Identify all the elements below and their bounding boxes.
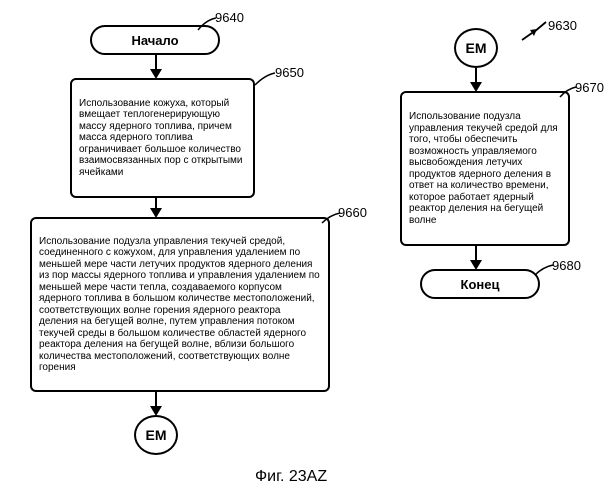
leader-9650: [255, 73, 277, 87]
arrow-box-end: [470, 246, 482, 270]
arrow-box1-box2: [150, 198, 162, 218]
leader-9670: [560, 87, 578, 101]
label-9630: 9630: [548, 18, 577, 33]
process-box-right: Использование подузла управления текучей…: [400, 91, 570, 246]
process-box-2-text: Использование подузла управления текучей…: [39, 236, 321, 374]
process-box-1: Использование кожуха, который вмещает те…: [70, 78, 255, 198]
label-9660: 9660: [338, 205, 367, 220]
end-node: Конец: [420, 269, 540, 299]
arrow-box2-em: [150, 392, 162, 416]
em-right-label: EM: [466, 40, 487, 56]
process-box-right-text: Использование подузла управления текучей…: [409, 111, 561, 226]
label-9680: 9680: [552, 258, 581, 273]
leader-9660: [322, 213, 342, 227]
arrow-start-box1: [150, 55, 162, 79]
label-9640: 9640: [215, 10, 244, 25]
leader-9680: [535, 265, 555, 279]
em-node-right: EM: [454, 28, 498, 68]
label-9650: 9650: [275, 65, 304, 80]
figure-caption: Фиг. 23AZ: [255, 468, 327, 486]
em-left-label: EM: [146, 427, 167, 443]
process-box-1-text: Использование кожуха, который вмещает те…: [79, 98, 246, 179]
start-label: Начало: [131, 33, 178, 48]
arrow-em-box: [470, 68, 482, 92]
leader-9640: [198, 18, 218, 32]
label-9670: 9670: [575, 80, 604, 95]
end-label: Конец: [461, 277, 500, 292]
em-node-left: EM: [134, 415, 178, 455]
leader-9630: [520, 22, 550, 42]
process-box-2: Использование подузла управления текучей…: [30, 217, 330, 392]
flowchart-container: Начало 9640 Использование кожуха, которы…: [0, 0, 616, 500]
